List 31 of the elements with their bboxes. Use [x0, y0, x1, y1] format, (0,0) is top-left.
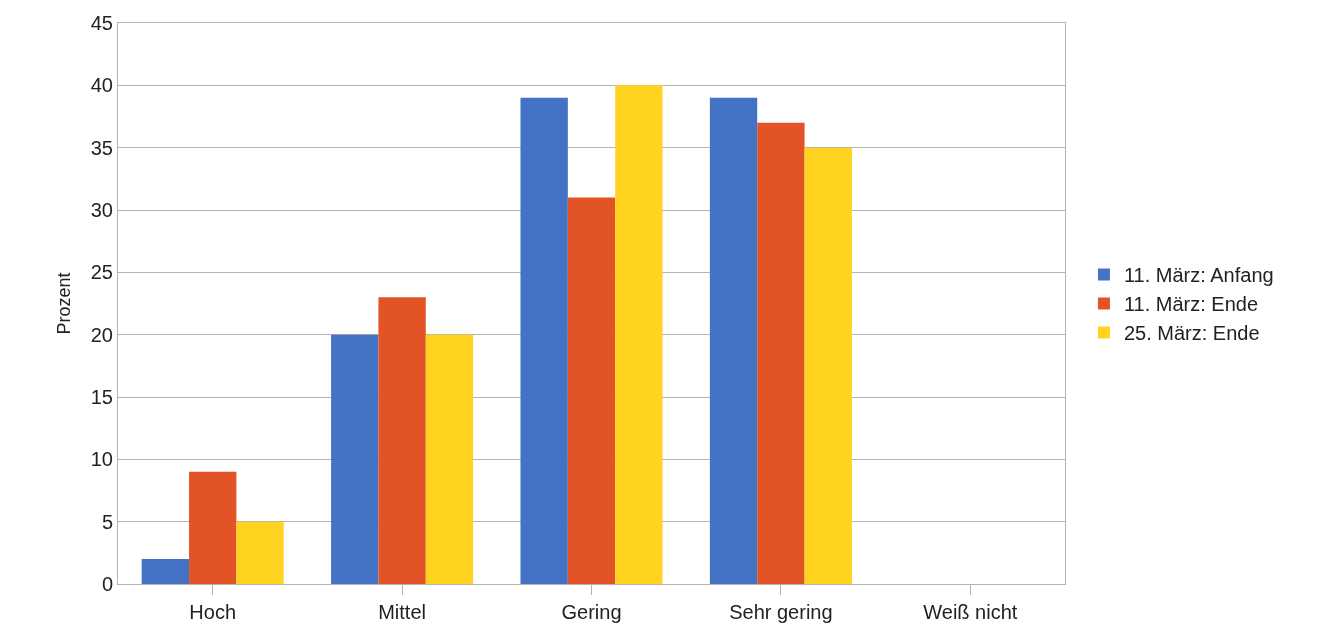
legend-label: 25. März: Ende: [1123, 322, 1260, 345]
bar: [615, 85, 663, 584]
legend-label: 11. März: Ende: [1123, 293, 1259, 316]
x-tick-label: Weiß nicht: [923, 601, 1018, 623]
legend-label: 11. März: Anfang: [1123, 264, 1274, 287]
bar: [567, 197, 616, 584]
y-axis-title: Prozent: [53, 272, 74, 335]
bar: [804, 147, 852, 584]
bar: [378, 297, 426, 584]
y-tick-label: 35: [90, 136, 113, 159]
y-tick-label: 40: [90, 74, 113, 97]
x-tick-label: Gering: [561, 601, 622, 623]
bar: [236, 521, 284, 584]
y-tick-label: 25: [90, 261, 113, 284]
y-tick-label: 15: [90, 386, 113, 408]
y-tick-label: 45: [90, 12, 113, 34]
bar: [331, 334, 379, 584]
bar: [189, 471, 237, 584]
y-tick-label: 5: [101, 510, 113, 533]
y-tick-label: 0: [101, 573, 113, 595]
x-tick-label: Mittel: [378, 601, 426, 623]
x-tick-label: Hoch: [189, 601, 237, 623]
y-tick-label: 10: [90, 448, 113, 471]
bar: [520, 97, 568, 584]
x-tick-label: Sehr gering: [729, 601, 833, 623]
bar: [141, 559, 190, 584]
bar: [709, 97, 758, 584]
y-tick-label: 20: [90, 323, 113, 346]
bar: [425, 334, 474, 584]
y-tick-label: 30: [90, 199, 113, 221]
bar: [757, 122, 805, 584]
